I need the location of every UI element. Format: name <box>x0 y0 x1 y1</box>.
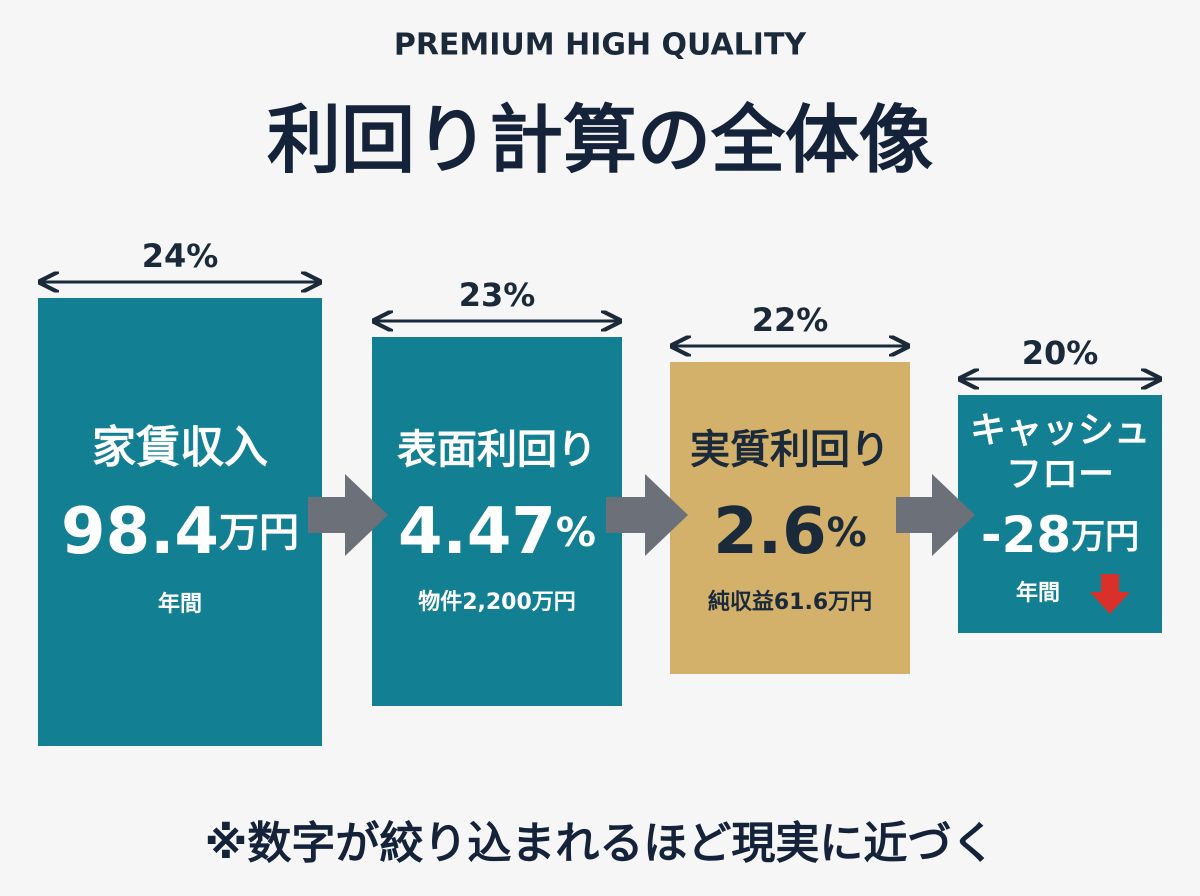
value-number: 4.47 <box>398 495 556 569</box>
percent-label: 22% <box>752 301 829 339</box>
card-note: 年間 <box>1016 580 1060 606</box>
value-unit: 万円 <box>1071 517 1139 557</box>
card-value: -28万円 <box>981 506 1139 564</box>
value-unit: 万円 <box>219 510 299 556</box>
percent-label: 23% <box>459 276 536 314</box>
card-note: 物件2,200万円 <box>418 589 576 615</box>
percent-label: 24% <box>142 237 219 275</box>
flow-arrow <box>896 474 975 556</box>
card-box <box>670 362 910 674</box>
flow-arrow <box>606 474 688 556</box>
eyebrow: PREMIUM HIGH QUALITY <box>394 28 808 63</box>
card-title: 家賃収入 <box>92 422 268 473</box>
card-box <box>372 337 622 706</box>
down-arrow-icon <box>1090 574 1130 614</box>
card-title: フロー <box>1006 454 1114 495</box>
card-note: 純収益61.6万円 <box>708 589 872 615</box>
value-unit: % <box>827 510 867 556</box>
footer-note: ※数字が絞り込まれるほど現実に近づく <box>205 818 996 869</box>
card-box <box>38 298 322 746</box>
card-title: 表面利回り <box>397 427 597 473</box>
card-value: 4.47% <box>398 495 596 569</box>
value-unit: % <box>556 510 596 556</box>
card-value: 98.4万円 <box>61 495 299 569</box>
main-title: 利回り計算の全体像 <box>267 98 933 184</box>
percent-label: 20% <box>1022 334 1099 372</box>
value-number: -28 <box>981 506 1071 564</box>
card-title: 実質利回り <box>690 427 890 473</box>
card-value: 2.6% <box>713 495 866 569</box>
value-number: 2.6 <box>713 495 826 569</box>
card: 22% 実質利回り 2.6% 純収益61.6万円 <box>670 301 910 674</box>
flow-arrow <box>308 474 388 556</box>
card-note: 年間 <box>158 591 202 617</box>
flow-arrows <box>308 474 975 556</box>
card: 23% 表面利回り 4.47% 物件2,200万円 <box>372 276 622 706</box>
value-number: 98.4 <box>61 495 219 569</box>
card-title: キャッシュ <box>970 410 1150 451</box>
